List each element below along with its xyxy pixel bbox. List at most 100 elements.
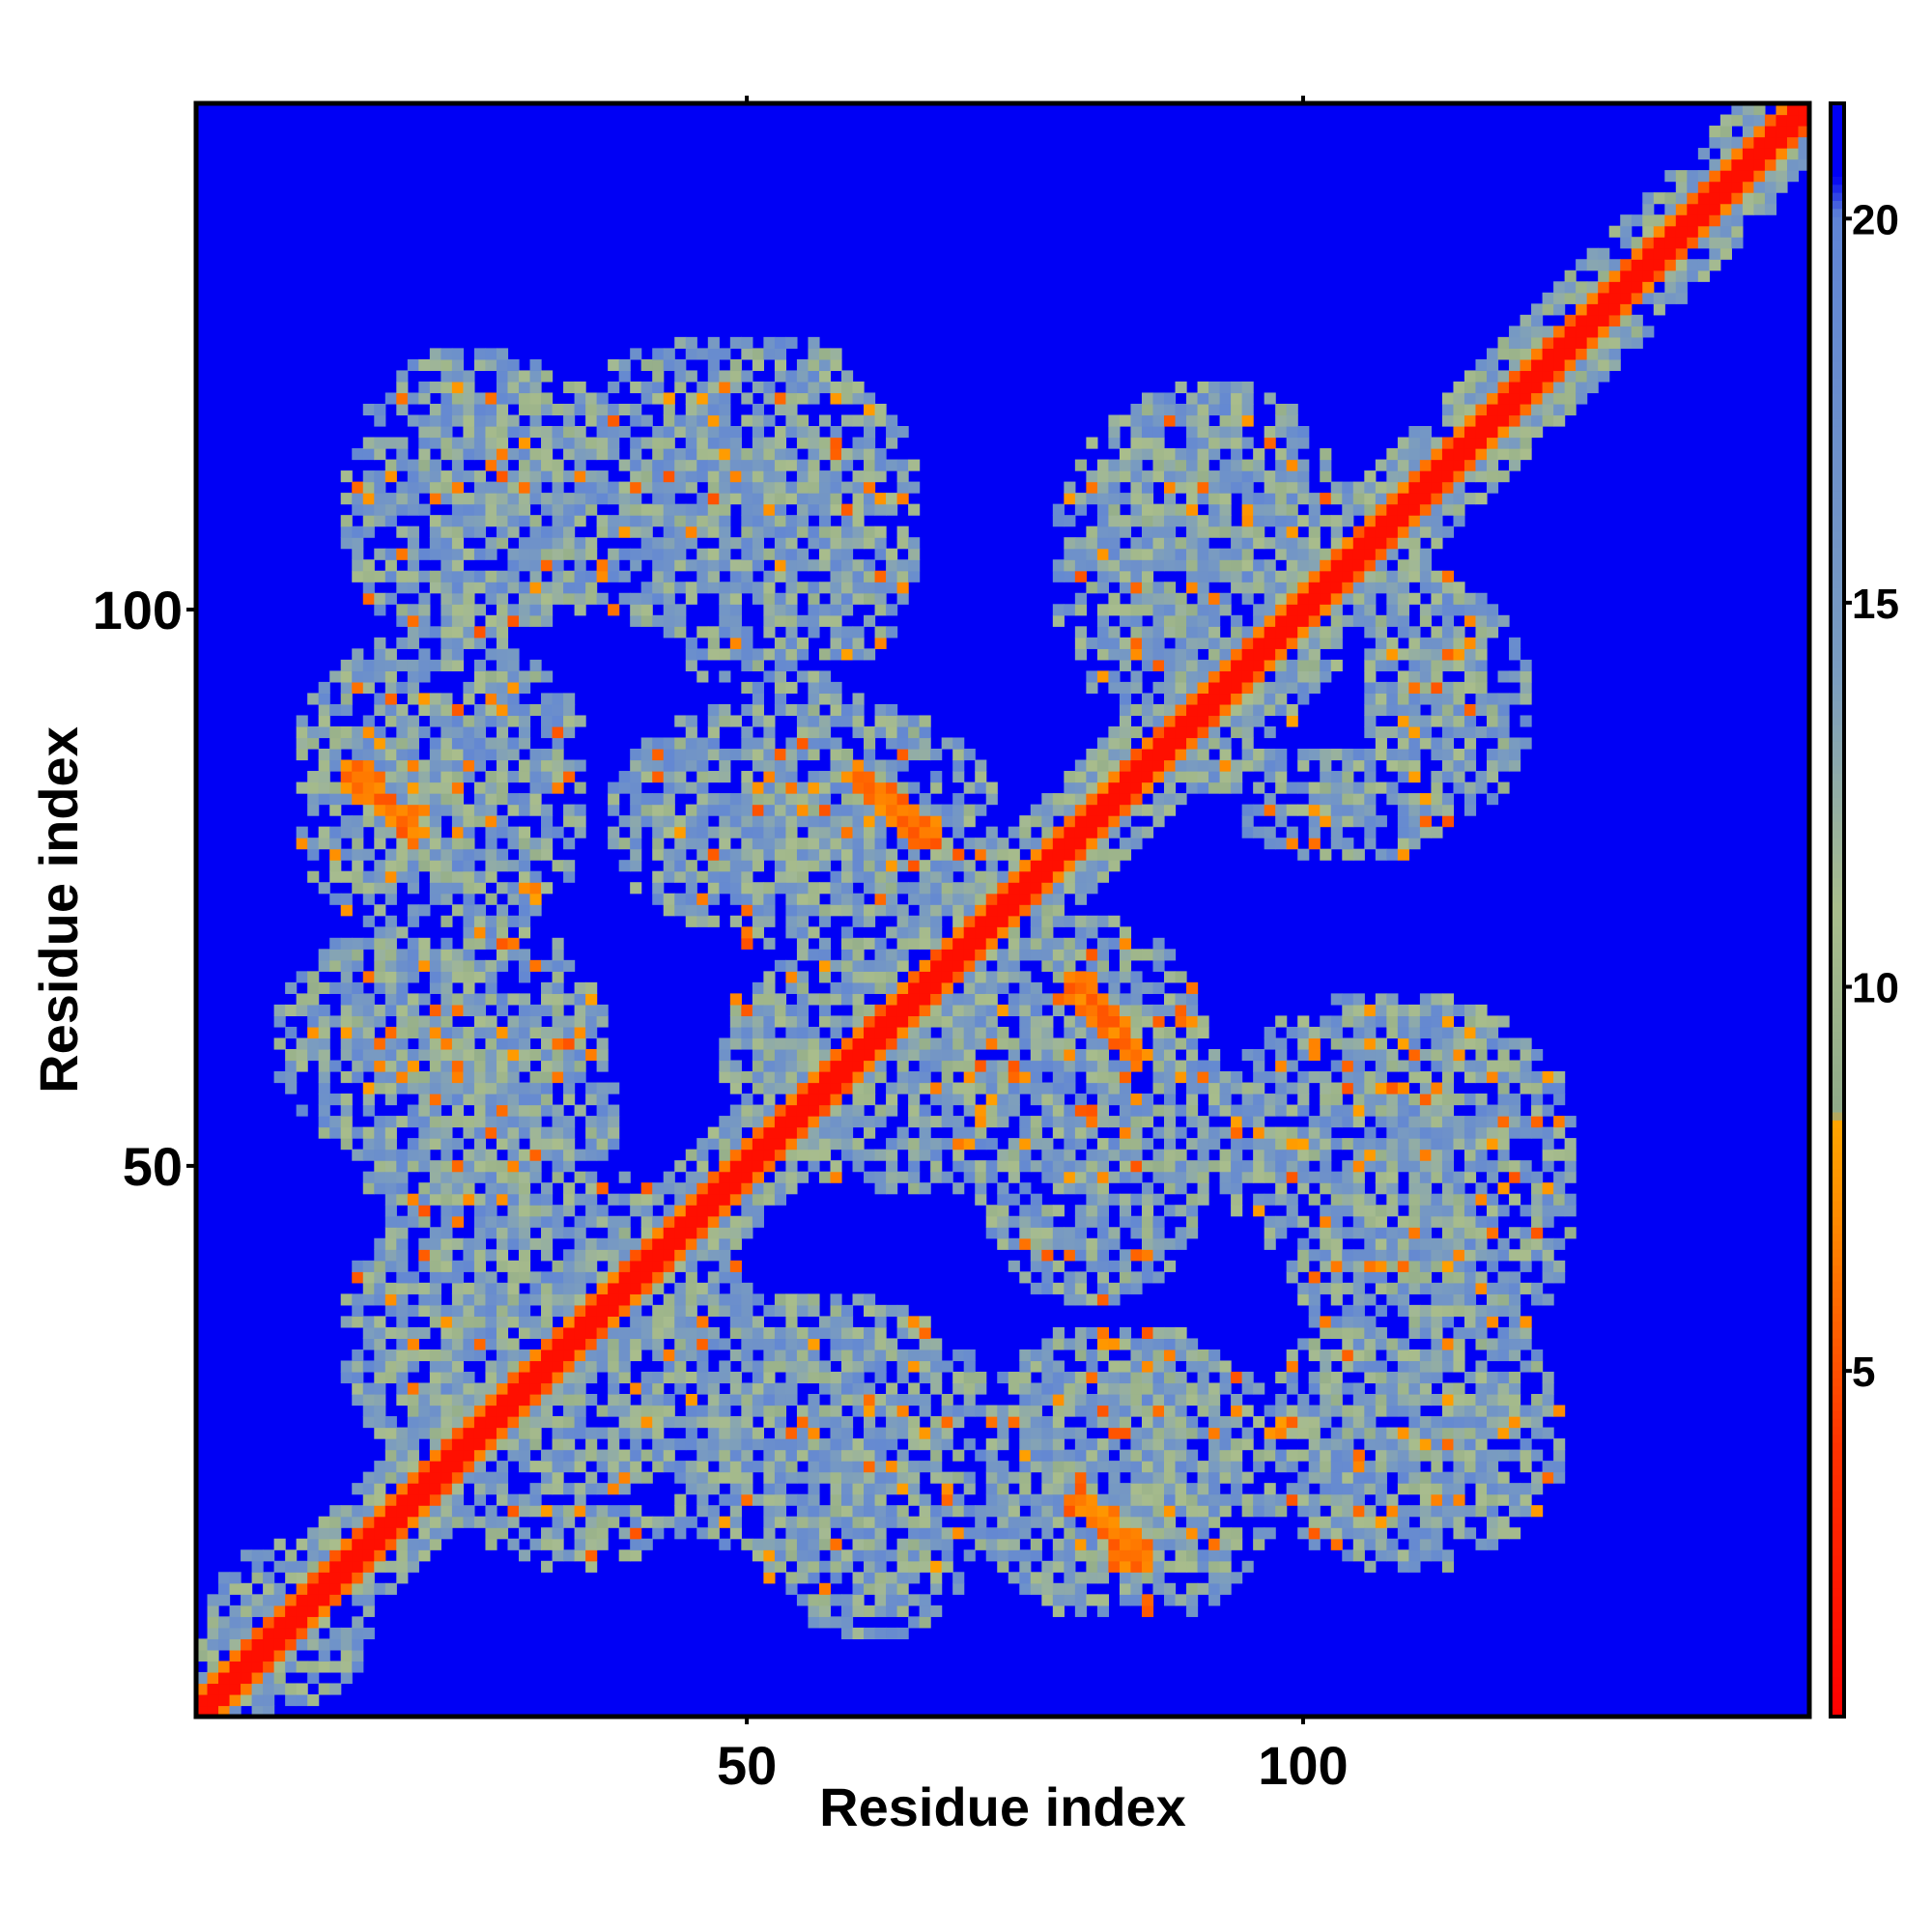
heatmap-cell	[1052, 1438, 1065, 1451]
heatmap-cell	[941, 1483, 953, 1495]
heatmap-cell	[473, 1160, 487, 1173]
heatmap-cell	[418, 470, 431, 483]
heatmap-cell	[340, 1104, 353, 1117]
heatmap-cell	[808, 392, 820, 405]
heatmap-cell	[407, 570, 419, 582]
heatmap-cell	[618, 1483, 631, 1495]
heatmap-cell	[919, 1082, 931, 1094]
heatmap-cell	[529, 1149, 542, 1161]
heatmap-cell	[440, 570, 453, 582]
heatmap-cell	[808, 1338, 820, 1350]
heatmap-cell	[719, 1271, 731, 1284]
heatmap-cell	[273, 1037, 286, 1050]
heatmap-cell	[485, 959, 497, 972]
heatmap-cell	[463, 771, 475, 783]
heatmap-cell	[852, 1048, 865, 1062]
heatmap-cell	[1064, 1405, 1076, 1417]
heatmap-cell	[864, 1538, 876, 1550]
heatmap-cell	[285, 1693, 298, 1707]
heatmap-cell	[463, 725, 475, 739]
heatmap-cell	[485, 1371, 497, 1384]
heatmap-cell	[663, 1405, 675, 1417]
heatmap-cell	[864, 526, 876, 538]
heatmap-cell	[396, 1516, 409, 1528]
heatmap-cell	[273, 1661, 286, 1673]
heatmap-cell	[874, 470, 887, 483]
heatmap-cell	[384, 681, 397, 695]
heatmap-cell	[1086, 493, 1098, 505]
heatmap-cell	[707, 1293, 720, 1306]
heatmap-cell	[440, 1483, 453, 1495]
heatmap-cell	[719, 838, 731, 850]
heatmap-cell	[640, 515, 653, 527]
heatmap-cell	[841, 392, 854, 405]
heatmap-cell	[896, 1549, 909, 1562]
heatmap-cell	[618, 860, 631, 872]
heatmap-cell	[808, 1461, 820, 1473]
heatmap-cell	[652, 503, 665, 516]
heatmap-cell	[608, 1382, 620, 1395]
heatmap-cell	[985, 848, 998, 861]
heatmap-cell	[608, 1338, 620, 1350]
heatmap-cell	[1096, 1160, 1110, 1173]
heatmap-cell	[496, 915, 509, 927]
heatmap-cell	[674, 815, 687, 828]
heatmap-cell	[1074, 493, 1087, 505]
heatmap-cell	[384, 926, 397, 939]
heatmap-cell	[674, 1260, 687, 1272]
heatmap-cell	[975, 1037, 987, 1050]
heatmap-cell	[1086, 1193, 1098, 1206]
heatmap-cell	[519, 1304, 531, 1317]
heatmap-cell	[418, 1405, 431, 1417]
heatmap-cell	[830, 759, 842, 772]
heatmap-cell	[519, 1249, 531, 1262]
heatmap-cell	[329, 793, 342, 806]
heatmap-cell	[608, 1215, 620, 1228]
heatmap-cell	[1052, 1461, 1065, 1473]
heatmap-cell	[808, 1060, 820, 1072]
heatmap-cell	[752, 1160, 764, 1173]
heatmap-cell	[963, 993, 976, 1006]
heatmap-cell	[852, 793, 865, 806]
heatmap-cell	[763, 481, 776, 494]
heatmap-cell	[1074, 1171, 1087, 1183]
heatmap-cell	[886, 1572, 898, 1584]
heatmap-cell	[374, 725, 386, 739]
heatmap-cell	[696, 1249, 709, 1262]
heatmap-cell	[886, 1549, 898, 1562]
heatmap-cell	[1064, 515, 1076, 527]
heatmap-cell	[1030, 1360, 1042, 1373]
heatmap-cell	[674, 1205, 687, 1217]
heatmap-cell	[985, 1138, 998, 1151]
heatmap-cell	[496, 1082, 509, 1094]
heatmap-cell	[473, 1427, 487, 1439]
heatmap-cell	[630, 1304, 642, 1317]
heatmap-cell	[763, 336, 776, 349]
heatmap-cell	[1064, 1104, 1076, 1117]
heatmap-cell	[618, 1427, 631, 1439]
heatmap-cell	[585, 993, 598, 1006]
heatmap-cell	[630, 1427, 642, 1439]
heatmap-cell	[952, 1116, 965, 1128]
heatmap-cell	[830, 1060, 842, 1072]
heatmap-cell	[1064, 481, 1076, 494]
heatmap-cell	[507, 1116, 520, 1128]
heatmap-cell	[307, 1004, 320, 1017]
heatmap-cell	[852, 693, 865, 705]
heatmap-cell	[608, 1427, 620, 1439]
heatmap-cell	[975, 1527, 987, 1540]
heatmap-cell	[396, 1304, 409, 1317]
heatmap-cell	[808, 1483, 820, 1495]
heatmap-cell	[485, 1382, 497, 1395]
heatmap-cell	[273, 1071, 286, 1084]
heatmap-cell	[507, 1104, 520, 1117]
heatmap-cell	[741, 771, 753, 783]
heatmap-cell	[496, 1171, 509, 1183]
heatmap-cell	[652, 1416, 665, 1429]
heatmap-cell	[1052, 1104, 1065, 1117]
heatmap-cell	[608, 414, 620, 427]
heatmap-cell	[674, 459, 687, 471]
heatmap-cell	[496, 1138, 509, 1151]
heatmap-cell	[407, 725, 419, 739]
heatmap-cell	[552, 403, 564, 416]
